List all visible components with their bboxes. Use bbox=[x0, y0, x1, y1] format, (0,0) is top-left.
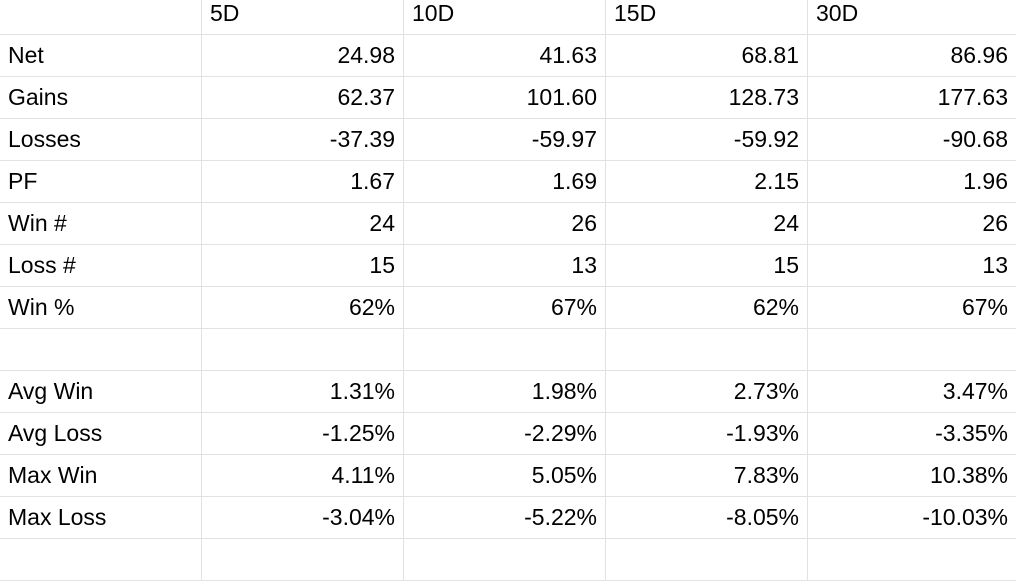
value-cell[interactable]: -59.92 bbox=[606, 119, 808, 161]
value-cell[interactable]: 13 bbox=[808, 245, 1016, 287]
table-row: Win # 24 26 24 26 bbox=[0, 203, 1016, 245]
value-cell[interactable]: -3.35% bbox=[808, 413, 1016, 455]
empty-cell[interactable] bbox=[0, 329, 202, 371]
value-cell[interactable]: 41.63 bbox=[404, 35, 606, 77]
value-cell[interactable]: 24 bbox=[202, 203, 404, 245]
value-cell[interactable]: 4.11% bbox=[202, 455, 404, 497]
value-cell[interactable]: 1.98% bbox=[404, 371, 606, 413]
value-cell[interactable]: 10.38% bbox=[808, 455, 1016, 497]
empty-cell[interactable] bbox=[202, 539, 404, 581]
row-label-cell[interactable]: Max Win bbox=[0, 455, 202, 497]
row-label-cell[interactable]: Loss # bbox=[0, 245, 202, 287]
value-cell[interactable]: -90.68 bbox=[808, 119, 1016, 161]
value-cell[interactable]: 7.83% bbox=[606, 455, 808, 497]
table-row: Win % 62% 67% 62% 67% bbox=[0, 287, 1016, 329]
row-label-cell[interactable]: Gains bbox=[0, 77, 202, 119]
value-cell[interactable]: 177.63 bbox=[808, 77, 1016, 119]
row-label-cell[interactable]: Losses bbox=[0, 119, 202, 161]
value-cell[interactable]: 26 bbox=[808, 203, 1016, 245]
value-cell[interactable]: 128.73 bbox=[606, 77, 808, 119]
header-row: 5D 10D 15D 30D bbox=[0, 0, 1016, 35]
table-row-empty bbox=[0, 329, 1016, 371]
value-cell[interactable]: 15 bbox=[202, 245, 404, 287]
value-cell[interactable]: -1.93% bbox=[606, 413, 808, 455]
empty-cell[interactable] bbox=[808, 539, 1016, 581]
value-cell[interactable]: 1.96 bbox=[808, 161, 1016, 203]
header-cell-5d[interactable]: 5D bbox=[202, 0, 404, 35]
table-row: Losses -37.39 -59.97 -59.92 -90.68 bbox=[0, 119, 1016, 161]
row-label-cell[interactable]: PF bbox=[0, 161, 202, 203]
header-cell-corner[interactable] bbox=[0, 0, 202, 35]
value-cell[interactable]: -5.22% bbox=[404, 497, 606, 539]
table-row: Avg Win 1.31% 1.98% 2.73% 3.47% bbox=[0, 371, 1016, 413]
row-label-cell[interactable]: Avg Loss bbox=[0, 413, 202, 455]
value-cell[interactable]: 62% bbox=[202, 287, 404, 329]
value-cell[interactable]: 15 bbox=[606, 245, 808, 287]
value-cell[interactable]: 62% bbox=[606, 287, 808, 329]
row-label-cell[interactable]: Win % bbox=[0, 287, 202, 329]
table-row: Gains 62.37 101.60 128.73 177.63 bbox=[0, 77, 1016, 119]
row-label-cell[interactable]: Win # bbox=[0, 203, 202, 245]
table-row: Net 24.98 41.63 68.81 86.96 bbox=[0, 35, 1016, 77]
table-row: Max Win 4.11% 5.05% 7.83% 10.38% bbox=[0, 455, 1016, 497]
value-cell[interactable]: -37.39 bbox=[202, 119, 404, 161]
value-cell[interactable]: -3.04% bbox=[202, 497, 404, 539]
value-cell[interactable]: 3.47% bbox=[808, 371, 1016, 413]
value-cell[interactable]: -2.29% bbox=[404, 413, 606, 455]
value-cell[interactable]: 2.73% bbox=[606, 371, 808, 413]
value-cell[interactable]: 5.05% bbox=[404, 455, 606, 497]
value-cell[interactable]: -10.03% bbox=[808, 497, 1016, 539]
table-row: Loss # 15 13 15 13 bbox=[0, 245, 1016, 287]
value-cell[interactable]: -1.25% bbox=[202, 413, 404, 455]
header-cell-30d[interactable]: 30D bbox=[808, 0, 1016, 35]
value-cell[interactable]: 62.37 bbox=[202, 77, 404, 119]
empty-cell[interactable] bbox=[0, 539, 202, 581]
table-row-empty bbox=[0, 539, 1016, 581]
empty-cell[interactable] bbox=[202, 329, 404, 371]
row-label-cell[interactable]: Avg Win bbox=[0, 371, 202, 413]
value-cell[interactable]: 1.69 bbox=[404, 161, 606, 203]
empty-cell[interactable] bbox=[606, 539, 808, 581]
empty-cell[interactable] bbox=[404, 329, 606, 371]
empty-cell[interactable] bbox=[606, 329, 808, 371]
value-cell[interactable]: -8.05% bbox=[606, 497, 808, 539]
value-cell[interactable]: 2.15 bbox=[606, 161, 808, 203]
table-row: PF 1.67 1.69 2.15 1.96 bbox=[0, 161, 1016, 203]
value-cell[interactable]: 26 bbox=[404, 203, 606, 245]
empty-cell[interactable] bbox=[808, 329, 1016, 371]
value-cell[interactable]: 67% bbox=[404, 287, 606, 329]
value-cell[interactable]: -59.97 bbox=[404, 119, 606, 161]
header-cell-15d[interactable]: 15D bbox=[606, 0, 808, 35]
value-cell[interactable]: 13 bbox=[404, 245, 606, 287]
value-cell[interactable]: 24 bbox=[606, 203, 808, 245]
header-cell-10d[interactable]: 10D bbox=[404, 0, 606, 35]
row-label-cell[interactable]: Net bbox=[0, 35, 202, 77]
value-cell[interactable]: 101.60 bbox=[404, 77, 606, 119]
table-row: Avg Loss -1.25% -2.29% -1.93% -3.35% bbox=[0, 413, 1016, 455]
table-row: Max Loss -3.04% -5.22% -8.05% -10.03% bbox=[0, 497, 1016, 539]
value-cell[interactable]: 86.96 bbox=[808, 35, 1016, 77]
row-label-cell[interactable]: Max Loss bbox=[0, 497, 202, 539]
value-cell[interactable]: 1.31% bbox=[202, 371, 404, 413]
empty-cell[interactable] bbox=[404, 539, 606, 581]
value-cell[interactable]: 67% bbox=[808, 287, 1016, 329]
value-cell[interactable]: 68.81 bbox=[606, 35, 808, 77]
value-cell[interactable]: 1.67 bbox=[202, 161, 404, 203]
value-cell[interactable]: 24.98 bbox=[202, 35, 404, 77]
